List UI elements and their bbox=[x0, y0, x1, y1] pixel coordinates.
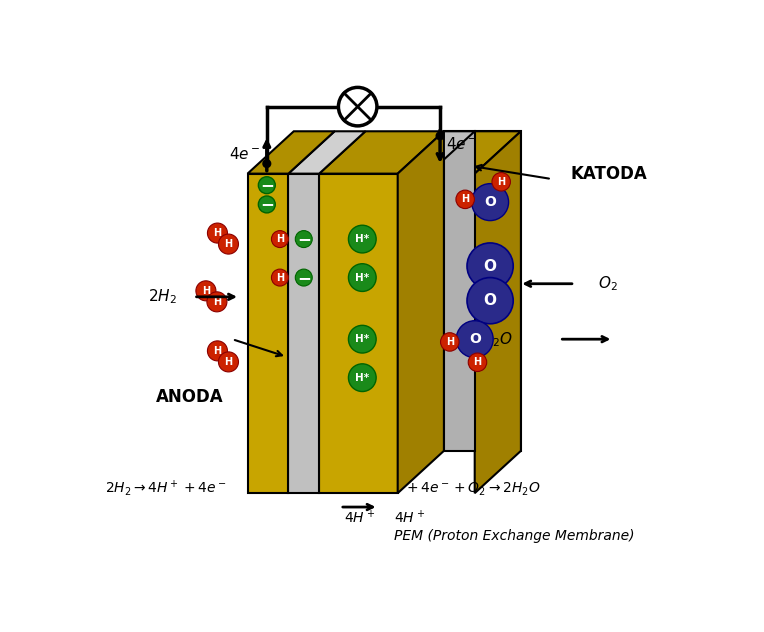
Text: $2H_2O$: $2H_2O$ bbox=[471, 330, 513, 348]
Text: O: O bbox=[484, 258, 497, 274]
Text: $4H^+$: $4H^+$ bbox=[394, 509, 425, 526]
Text: $4H^+$: $4H^+$ bbox=[344, 509, 375, 526]
Circle shape bbox=[271, 269, 288, 286]
Circle shape bbox=[456, 190, 474, 209]
Polygon shape bbox=[248, 174, 288, 493]
Circle shape bbox=[219, 234, 238, 254]
Text: KATODA: KATODA bbox=[571, 164, 648, 183]
Circle shape bbox=[258, 196, 275, 213]
Text: $4H^+ + 4e^- + O_2 \rightarrow 2H_2O$: $4H^+ + 4e^- + O_2 \rightarrow 2H_2O$ bbox=[371, 478, 540, 497]
Text: H: H bbox=[213, 297, 221, 307]
Text: H: H bbox=[276, 234, 284, 244]
Circle shape bbox=[348, 225, 376, 253]
Circle shape bbox=[467, 277, 513, 324]
Text: O: O bbox=[484, 293, 497, 308]
Text: H: H bbox=[474, 357, 481, 367]
Circle shape bbox=[207, 292, 227, 312]
Text: H: H bbox=[445, 337, 454, 347]
Text: H: H bbox=[225, 357, 232, 367]
Text: PEM (Proton Exchange Membrane): PEM (Proton Exchange Membrane) bbox=[394, 528, 634, 542]
Text: ANODA: ANODA bbox=[156, 388, 224, 406]
Text: $2H_2 \rightarrow 4H^+ + 4e^-$: $2H_2 \rightarrow 4H^+ + 4e^-$ bbox=[105, 478, 227, 497]
Circle shape bbox=[492, 173, 510, 191]
Text: H*: H* bbox=[355, 373, 369, 383]
Polygon shape bbox=[288, 131, 365, 174]
Circle shape bbox=[348, 364, 376, 392]
Text: −: − bbox=[260, 176, 274, 194]
Text: H: H bbox=[497, 177, 505, 187]
Polygon shape bbox=[248, 131, 335, 174]
Polygon shape bbox=[288, 174, 319, 493]
Circle shape bbox=[196, 281, 216, 301]
Circle shape bbox=[467, 243, 513, 289]
Circle shape bbox=[471, 184, 509, 221]
Text: O: O bbox=[484, 195, 496, 209]
Polygon shape bbox=[474, 131, 521, 493]
Circle shape bbox=[338, 87, 377, 126]
Text: H: H bbox=[213, 228, 222, 238]
Circle shape bbox=[219, 352, 238, 372]
Text: H: H bbox=[276, 272, 284, 283]
Text: H*: H* bbox=[355, 334, 369, 344]
Text: H: H bbox=[202, 286, 210, 296]
Polygon shape bbox=[398, 131, 444, 493]
Circle shape bbox=[468, 353, 487, 372]
Polygon shape bbox=[444, 131, 474, 451]
Text: $4e^-$: $4e^-$ bbox=[445, 137, 478, 152]
Text: −: − bbox=[297, 269, 311, 286]
Text: H: H bbox=[213, 346, 222, 356]
Text: −: − bbox=[297, 230, 311, 248]
Circle shape bbox=[436, 132, 444, 140]
Text: H: H bbox=[225, 239, 232, 249]
Circle shape bbox=[348, 325, 376, 353]
Text: $4e^-$: $4e^-$ bbox=[229, 147, 261, 162]
Circle shape bbox=[441, 332, 459, 351]
Text: H*: H* bbox=[355, 272, 369, 283]
Circle shape bbox=[456, 320, 494, 358]
Circle shape bbox=[208, 341, 228, 361]
Polygon shape bbox=[319, 174, 398, 493]
Text: H*: H* bbox=[355, 234, 369, 244]
Text: O: O bbox=[469, 332, 481, 346]
Circle shape bbox=[208, 223, 228, 243]
Polygon shape bbox=[429, 131, 521, 174]
Circle shape bbox=[258, 177, 275, 193]
Text: $2H_2$: $2H_2$ bbox=[148, 288, 177, 306]
Circle shape bbox=[296, 231, 312, 248]
Circle shape bbox=[271, 231, 288, 248]
Polygon shape bbox=[474, 131, 521, 451]
Text: $O_2$: $O_2$ bbox=[598, 274, 617, 293]
Polygon shape bbox=[319, 131, 444, 174]
Circle shape bbox=[348, 264, 376, 291]
Text: −: − bbox=[260, 195, 274, 214]
Polygon shape bbox=[398, 131, 474, 174]
Circle shape bbox=[296, 269, 312, 286]
Circle shape bbox=[263, 160, 270, 167]
Text: H: H bbox=[461, 195, 469, 204]
